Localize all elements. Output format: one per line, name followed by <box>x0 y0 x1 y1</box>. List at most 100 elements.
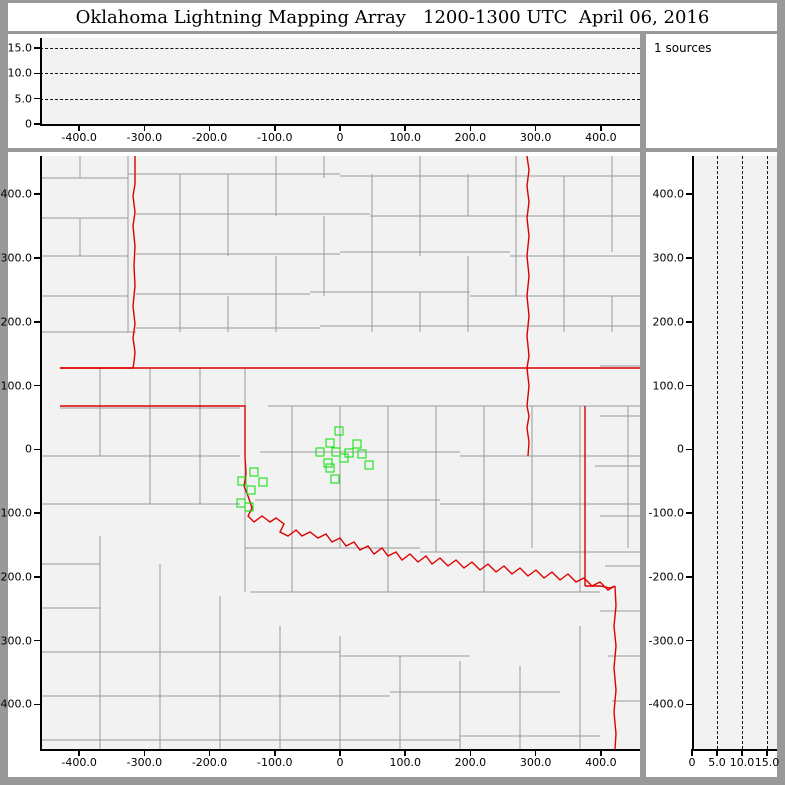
ytick-200.0 <box>686 320 693 323</box>
xtick-label-0: 0 <box>336 756 344 769</box>
ytick-label-0: 0 <box>677 442 684 456</box>
ytick--100.0 <box>34 512 41 514</box>
plan-view-map-panel: -400.0 -300.0 -200.0 -100.0 0 100.0 200.0 300.0… <box>0 152 640 777</box>
sources-count-label: 1 sources <box>654 41 712 55</box>
source-marker <box>339 453 349 463</box>
xtick-400.0 <box>600 124 602 131</box>
source-marker <box>331 447 341 457</box>
source-marker <box>315 447 325 457</box>
figure-title-bar: Oklahoma Lightning Mapping Array 1200-13… <box>8 3 777 31</box>
ytick--200.0 <box>34 576 41 578</box>
y-axis-line <box>40 156 42 749</box>
source-marker <box>237 476 247 486</box>
xtick-label-400.0: 400.0 <box>585 756 617 769</box>
xtick-label-200.0: 200.0 <box>454 756 487 769</box>
xtick-label-0: 0 <box>688 756 696 769</box>
ytick-label-400.0: 400.0 <box>652 187 685 201</box>
source-marker <box>249 467 259 477</box>
xtick-label--400.0: -400.0 <box>61 131 97 144</box>
ytick-300.0 <box>34 257 41 259</box>
xtick-label--100.0: -100.0 <box>257 756 293 769</box>
y-axis-line <box>40 38 42 124</box>
geography-layer <box>40 156 640 749</box>
ytick-400.0 <box>686 193 693 196</box>
ytick-10.0 <box>34 72 41 75</box>
xtick-10.0 <box>741 749 743 756</box>
source-marker <box>325 463 335 473</box>
xtick--300.0 <box>143 749 146 756</box>
ytick--200.0 <box>686 576 693 578</box>
source-marker <box>258 477 268 487</box>
ytick--400.0 <box>686 703 693 706</box>
page-title: Oklahoma Lightning Mapping Array 1200-13… <box>75 6 710 28</box>
xtick-0 <box>339 749 341 756</box>
source-marker <box>352 439 362 449</box>
xtick--100.0 <box>273 124 276 131</box>
source-markers-layer <box>40 156 640 749</box>
ytick-100.0 <box>34 384 41 387</box>
source-marker <box>330 474 340 484</box>
source-marker <box>364 460 374 470</box>
gridline-x-10.0 <box>742 156 743 749</box>
xtick-label--400.0: -400.0 <box>61 756 97 769</box>
ytick--300.0 <box>34 639 41 642</box>
xtick-400.0 <box>600 749 602 756</box>
gridline-x-5.0 <box>717 156 718 749</box>
ytick-label-10.0: 10.0 <box>7 66 33 80</box>
source-count-panel: 1 sources <box>646 34 777 148</box>
ytick-label--300.0: -300.0 <box>648 634 684 648</box>
source-marker <box>244 502 254 512</box>
source-marker <box>334 426 344 436</box>
ytick-0 <box>34 448 41 451</box>
x-axis-line <box>692 749 777 751</box>
source-marker <box>325 438 335 448</box>
altitude-vs-north-panel: -400.0 -300.0 -200.0 -100.0 0 100.0 200.0 300.0… <box>646 152 780 777</box>
xtick-label-10.0: 10.0 <box>729 756 755 769</box>
source-marker <box>323 458 333 468</box>
xtick-15.0 <box>766 749 768 756</box>
ytick-label-0: 0 <box>25 442 32 456</box>
ytick-label-0: 0 <box>25 117 32 131</box>
xtick-200.0 <box>469 749 472 756</box>
xtick-label--200.0: -200.0 <box>191 756 228 769</box>
ytick-label-100.0: 100.0 <box>652 379 685 393</box>
xtick-100.0 <box>404 749 406 756</box>
xtick-label--300.0: -300.0 <box>126 131 163 144</box>
altitude-vs-north-plotarea <box>692 156 777 749</box>
xtick-label-300.0: 300.0 <box>519 756 552 769</box>
ytick--100.0 <box>686 512 693 514</box>
gridline-y-5.0 <box>40 98 640 100</box>
xtick-0 <box>339 124 341 131</box>
ytick-label-200.0: 200.0 <box>652 315 685 329</box>
ytick-0 <box>686 448 693 451</box>
ytick-300.0 <box>686 257 693 259</box>
altitude-vs-east-plotarea <box>40 38 640 124</box>
xtick-label-300.0: 300.0 <box>519 131 552 144</box>
gridline-y-10.0 <box>40 73 640 75</box>
ytick-label-15.0: 15.0 <box>7 41 33 55</box>
gridline-x-15.0 <box>767 156 768 749</box>
ytick-label--400.0: -400.0 <box>0 697 32 711</box>
y-axis-line <box>692 156 694 749</box>
ytick-label-5.0: 5.0 <box>14 92 33 106</box>
ytick-label--300.0: -300.0 <box>0 634 32 648</box>
plan-view-map-plotarea[interactable] <box>40 156 640 749</box>
ytick-5.0 <box>34 97 41 100</box>
altitude-vs-east-panel: 0 5.0 10.0 15.0 -400.0 -300.0 -200.0 -100.0 0 100… <box>8 34 640 148</box>
xtick--100.0 <box>273 749 276 756</box>
ytick-label--200.0: -200.0 <box>0 570 32 584</box>
source-marker <box>344 448 354 458</box>
ytick-label-300.0: 300.0 <box>652 251 685 265</box>
ytick-200.0 <box>34 320 41 323</box>
xtick-200.0 <box>469 124 472 131</box>
ytick-label-400.0: 400.0 <box>0 187 33 201</box>
ytick-100.0 <box>686 384 693 387</box>
xtick-label-15.0: 15.0 <box>754 756 780 769</box>
xtick-label-400.0: 400.0 <box>585 131 617 144</box>
source-marker <box>246 485 256 495</box>
xtick-100.0 <box>404 124 406 131</box>
xtick-5.0 <box>716 749 718 756</box>
xtick-300.0 <box>534 749 537 756</box>
xtick--200.0 <box>208 124 211 131</box>
